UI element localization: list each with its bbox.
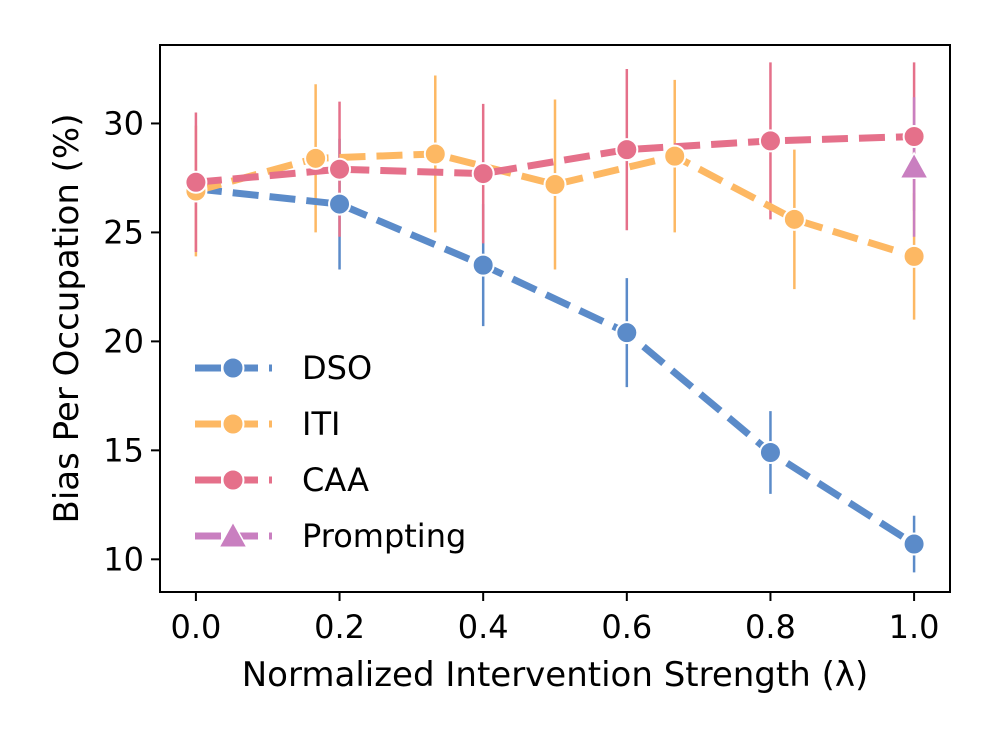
iti-marker	[782, 207, 806, 231]
y-tick-label: 15	[103, 431, 144, 469]
x-tick-label: 0.4	[458, 608, 509, 646]
legend-label-caa: CAA	[302, 461, 369, 499]
prompting-marker	[898, 151, 930, 179]
x-tick-label: 0.8	[745, 608, 796, 646]
y-tick-label: 20	[103, 322, 144, 360]
caa-marker	[758, 129, 782, 153]
iti-marker	[304, 146, 328, 170]
y-tick-label: 10	[103, 540, 144, 578]
axis-ticks: 0.0 0.2 0.4 0.6 0.8 1.0 10 15 20 25 30	[103, 104, 939, 646]
dso-marker	[758, 441, 782, 465]
dso-line	[195, 185, 916, 548]
legend-marker-prompting	[217, 520, 249, 548]
dso-marker	[615, 321, 639, 345]
caa-marker	[902, 125, 926, 149]
caa-marker	[328, 157, 352, 181]
dso-marker	[471, 253, 495, 277]
legend-label-dso: DSO	[302, 349, 372, 387]
legend-marker-iti	[221, 412, 245, 436]
series-markers	[184, 125, 930, 556]
y-tick-label: 30	[103, 104, 144, 142]
iti-marker	[663, 144, 687, 168]
x-tick-label: 0.6	[601, 608, 652, 646]
legend-marker-caa	[221, 468, 245, 492]
dso-marker	[902, 532, 926, 556]
caa-marker	[471, 162, 495, 186]
caa-marker	[184, 170, 208, 194]
x-tick-label: 1.0	[889, 608, 940, 646]
y-tick-label: 25	[103, 213, 144, 251]
caa-marker	[615, 138, 639, 162]
plot-frame	[159, 44, 951, 593]
legend-marker-dso	[221, 356, 245, 380]
iti-marker	[423, 142, 447, 166]
legend-label-iti: ITI	[302, 405, 340, 443]
legend-label-prompting: Prompting	[302, 517, 466, 555]
x-tick-label: 0.0	[170, 608, 221, 646]
y-axis-label: Bias Per Occupation (%)	[47, 113, 87, 523]
iti-marker	[543, 172, 567, 196]
caa-line	[195, 133, 915, 186]
dso-marker	[328, 192, 352, 216]
x-axis-label: Normalized Intervention Strength (λ)	[242, 655, 868, 695]
iti-marker	[902, 244, 926, 268]
legend: DSO ITI CAA Prompting	[195, 349, 466, 555]
x-tick-label: 0.2	[314, 608, 365, 646]
